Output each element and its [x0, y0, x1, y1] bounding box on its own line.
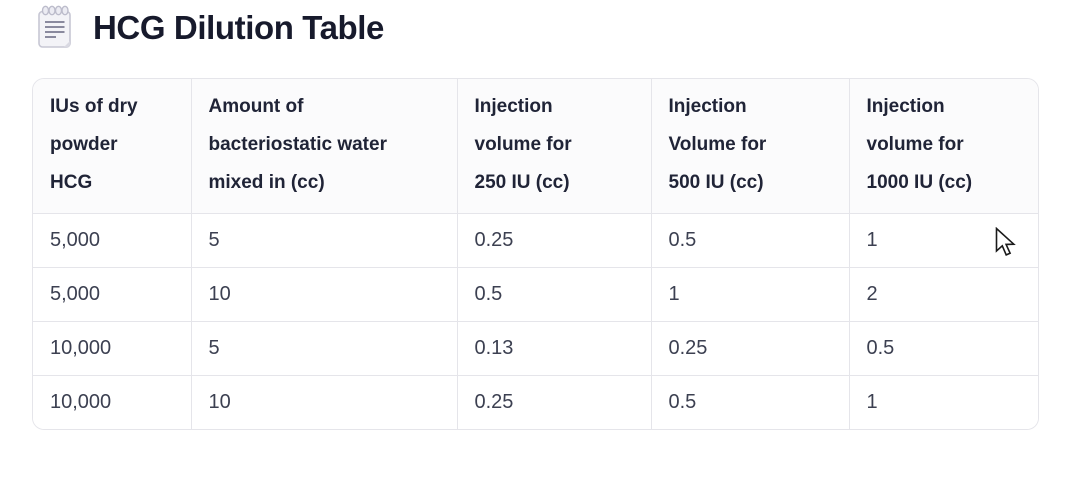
dilution-table-card: IUs of dry powder HCG Amount of bacterio…: [32, 78, 1039, 430]
table-cell: 1: [848, 213, 1038, 268]
table-cell: 1: [848, 375, 1038, 429]
table-cell: 0.5: [456, 267, 651, 322]
table-cell: 10: [190, 375, 457, 429]
dilution-table: IUs of dry powder HCG Amount of bacterio…: [33, 79, 1038, 429]
table-cell: 0.5: [848, 321, 1038, 376]
page-title: HCG Dilution Table: [93, 8, 385, 46]
table-cell: 5,000: [33, 267, 191, 322]
spiral-notepad-icon: [36, 4, 73, 51]
table-cell: 1: [650, 267, 849, 322]
table-cell: 0.5: [650, 375, 849, 429]
table-cell: 0.13: [456, 321, 651, 376]
table-cell: 10,000: [33, 321, 191, 376]
table-cell: 2: [848, 267, 1038, 322]
table-cell: 10,000: [33, 375, 191, 429]
table-cell: 0.25: [456, 375, 651, 429]
table-row: 10,000 10 0.25 0.5 1: [33, 375, 1038, 429]
table-cell: 10: [190, 267, 457, 322]
column-header-bacteriostatic-water: Amount of bacteriostatic water mixed in …: [190, 79, 457, 214]
table-cell: 5: [190, 321, 457, 376]
table-row: 5,000 10 0.5 1 2: [33, 267, 1038, 322]
table-cell: 0.25: [456, 213, 651, 268]
table-header-row: IUs of dry powder HCG Amount of bacterio…: [33, 79, 1038, 214]
table-cell: 5,000: [33, 213, 191, 268]
page-header: HCG Dilution Table: [36, 4, 384, 51]
table-cell: 5: [190, 213, 457, 268]
table-cell: 0.25: [650, 321, 849, 376]
table-row: 10,000 5 0.13 0.25 0.5: [33, 321, 1038, 376]
column-header-volume-250iu: Injection volume for 250 IU (cc): [456, 79, 651, 214]
column-header-dry-powder-iu: IUs of dry powder HCG: [33, 79, 191, 214]
column-header-volume-1000iu: Injection volume for 1000 IU (cc): [848, 79, 1038, 214]
table-row: 5,000 5 0.25 0.5 1: [33, 213, 1038, 268]
table-cell: 0.5: [650, 213, 849, 268]
column-header-volume-500iu: Injection Volume for 500 IU (cc): [650, 79, 849, 214]
